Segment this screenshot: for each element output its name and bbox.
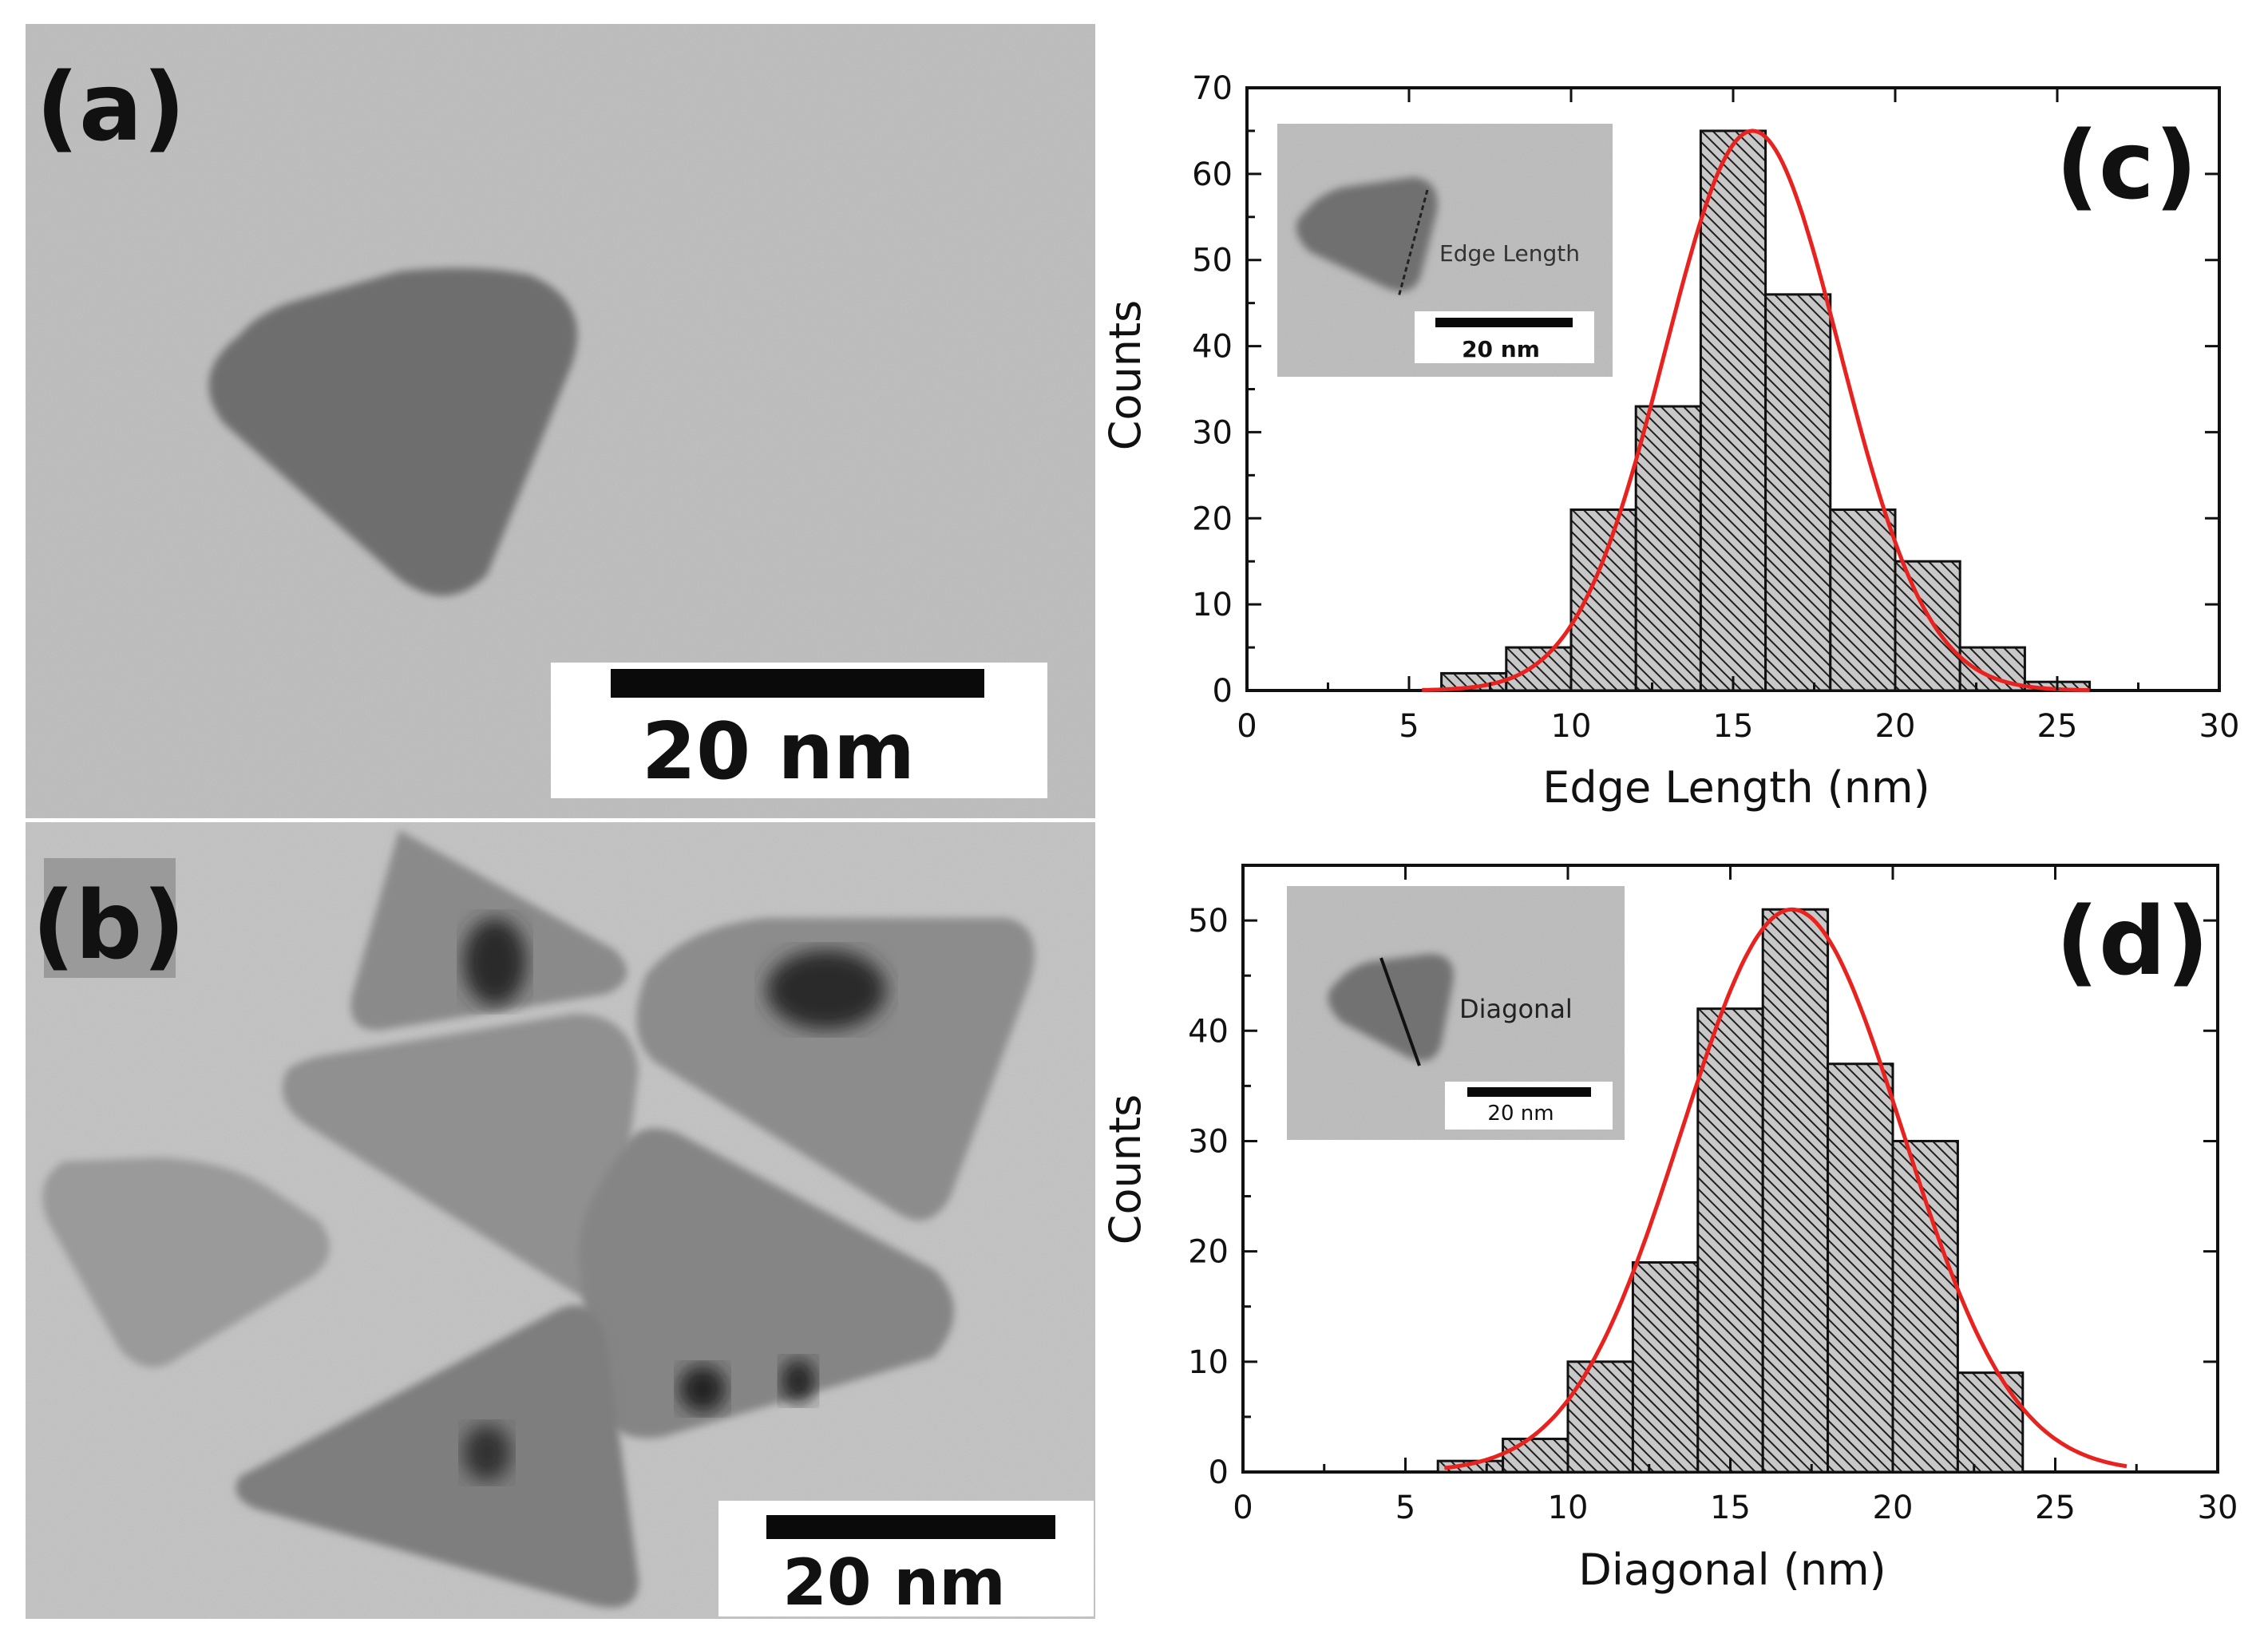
edge-length-arrow xyxy=(1397,189,1429,298)
nanoprism-b-6 xyxy=(236,1305,639,1608)
x-tick-label-d-0: 0 xyxy=(1233,1490,1253,1526)
x-tick-label-c-3: 15 xyxy=(1713,708,1754,745)
x-tick-label-d-2: 10 xyxy=(1548,1490,1589,1526)
x-tick-label-c-2: 10 xyxy=(1551,708,1592,745)
inset-scale-label-d: 20 nm xyxy=(1487,1102,1554,1126)
scale-bar-label-a: 20 nm xyxy=(642,706,915,797)
y-tick-label-c-0: 0 xyxy=(1213,673,1233,710)
bar-d-2 xyxy=(1566,1360,1634,1474)
y-tick-label-d-5: 50 xyxy=(1188,903,1229,940)
x-tick-label-d-5: 25 xyxy=(2035,1490,2076,1526)
inset-prism-c xyxy=(1296,177,1438,291)
x-axis-label-c: Edge Length (nm) xyxy=(1542,762,1930,813)
panel-label-a: (a) xyxy=(36,52,186,162)
x-tick-label-d-4: 20 xyxy=(1873,1490,1914,1526)
bar-c-7 xyxy=(1894,560,1961,692)
bar-c-2 xyxy=(1569,508,1637,692)
x-tick-label-c-1: 5 xyxy=(1399,708,1419,745)
x-tick-label-c-6: 30 xyxy=(2199,708,2240,745)
inset-label-d: Diagonal xyxy=(1459,994,1573,1024)
x-tick-label-d-1: 5 xyxy=(1395,1490,1415,1526)
nanoprism-b-5 xyxy=(578,1128,954,1438)
scale-bar-b xyxy=(766,1515,1055,1539)
x-tick-label-d-6: 30 xyxy=(2198,1490,2238,1526)
bar-c-1 xyxy=(1505,646,1573,692)
tem-image-b: 20 nm (b) xyxy=(26,822,1095,1620)
panel-label-b: (b) xyxy=(32,870,185,980)
panel-label-c: (c) xyxy=(2056,110,2198,220)
y-tick-label-c-1: 10 xyxy=(1192,587,1233,623)
bar-c-4 xyxy=(1699,129,1767,692)
inset-prism-d xyxy=(1328,954,1454,1062)
histogram-d: 0 5 10 15 20 25 30 0 10 20 30 40 50 Diagonal 20 nm (… xyxy=(1100,864,2238,1595)
inset-d: Diagonal 20 nm xyxy=(1287,886,1625,1140)
y-tick-label-c-5: 50 xyxy=(1192,243,1233,279)
y-tick-label-c-4: 40 xyxy=(1192,329,1233,366)
x-tick-label-c-0: 0 xyxy=(1237,708,1257,745)
y-tick-label-d-0: 0 xyxy=(1209,1454,1229,1491)
y-tick-label-d-2: 20 xyxy=(1188,1234,1229,1271)
bar-c-6 xyxy=(1829,508,1897,692)
y-tick-label-c-2: 20 xyxy=(1192,501,1233,537)
tem-image-a: 20 nm (a) xyxy=(26,24,1095,818)
inset-label-c: Edge Length xyxy=(1439,240,1580,267)
y-tick-label-d-4: 40 xyxy=(1188,1013,1229,1050)
nanoprism-b-2 xyxy=(636,918,1035,1221)
gaussian-fit-d xyxy=(1444,907,2127,1470)
nanoprism-b-3 xyxy=(282,1014,639,1298)
bar-c-8 xyxy=(1958,646,2026,692)
bar-d-8 xyxy=(1956,1371,2025,1474)
y-tick-label-d-1: 10 xyxy=(1188,1344,1229,1381)
bar-c-5 xyxy=(1764,293,1832,692)
y-tick-label-c-7: 70 xyxy=(1192,70,1233,107)
bar-d-4 xyxy=(1696,1007,1764,1474)
inset-c: Edge Length 20 nm xyxy=(1277,124,1613,377)
y-tick-label-c-6: 60 xyxy=(1192,156,1233,193)
nanoprism-b-4 xyxy=(42,1157,330,1367)
inset-scale-label-c: 20 nm xyxy=(1462,336,1540,362)
y-tick-label-c-3: 30 xyxy=(1192,414,1233,451)
bar-c-3 xyxy=(1634,405,1702,692)
gaussian-fit-c xyxy=(1422,129,2090,693)
bar-d-7 xyxy=(1891,1139,1959,1474)
bar-d-1 xyxy=(1502,1438,1569,1474)
y-tick-label-d-3: 30 xyxy=(1188,1123,1229,1160)
bar-d-3 xyxy=(1631,1260,1700,1474)
nanoprism-a xyxy=(208,268,578,596)
histogram-c: 0 5 10 15 20 25 30 0 10 20 30 40 50 60 70 Edge Length … xyxy=(1100,70,2239,813)
x-tick-label-c-4: 20 xyxy=(1875,708,1916,745)
scale-bar-a xyxy=(611,669,984,698)
x-tick-label-d-3: 15 xyxy=(1710,1490,1751,1526)
bar-d-6 xyxy=(1827,1062,1894,1474)
x-axis-label-d: Diagonal (nm) xyxy=(1578,1545,1886,1595)
x-tick-label-c-5: 25 xyxy=(2037,708,2078,745)
bar-d-5 xyxy=(1761,908,1830,1474)
scale-bar-label-b: 20 nm xyxy=(782,1545,1006,1620)
diagonal-arrow xyxy=(1379,957,1421,1066)
y-axis-label-d: Counts xyxy=(1100,1094,1150,1245)
y-axis-label-c: Counts xyxy=(1100,300,1150,451)
panel-label-d: (d) xyxy=(2056,886,2209,996)
